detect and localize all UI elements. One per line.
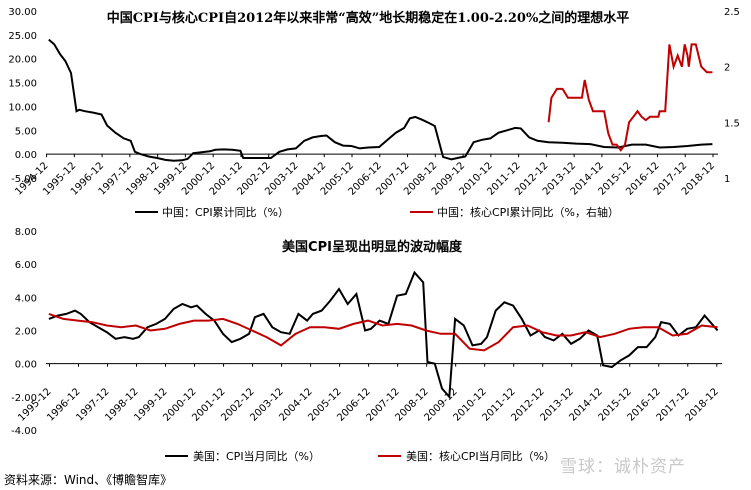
watermark: 雪球：诚朴资产 bbox=[560, 457, 686, 477]
y-right-tick-label: 1 bbox=[724, 174, 730, 185]
y-left-tick-labels: -5.00 0.00 5.00 10.00 15.00 20.00 25.00 30.00 bbox=[8, 7, 37, 185]
legend-label-china-cpi: 中国：CPI累计同比（%） bbox=[162, 206, 289, 219]
y-left-tick-label: 6.00 bbox=[15, 260, 37, 271]
legend: 中国：CPI累计同比（%） 中国：核心CPI累计同比（%，右轴） bbox=[135, 205, 619, 219]
y-left-tick-label: 25.00 bbox=[8, 31, 37, 42]
y-left-tick-labels: -4.00 -2.00 0.00 2.00 4.00 6.00 8.00 bbox=[11, 227, 37, 437]
y-left-tick-label: 15.00 bbox=[8, 79, 37, 90]
legend-label-us-core-cpi: 美国：核心CPI当月同比（%） bbox=[406, 449, 555, 463]
y-left-tick-label: 30.00 bbox=[8, 7, 37, 18]
legend-label-us-cpi: 美国：CPI当月同比（%） bbox=[193, 449, 320, 463]
y-right-tick-labels: 1 1.5 2 2.5 bbox=[724, 7, 740, 185]
y-left-tick-label: -5.00 bbox=[11, 174, 37, 185]
y-right-tick-label: 2.5 bbox=[724, 7, 740, 18]
y-left-tick-label: -2.00 bbox=[11, 393, 37, 404]
chart-title: 美国CPI呈现出明显的波动幅度 bbox=[282, 239, 463, 255]
y-left-tick-label: 5.00 bbox=[15, 126, 37, 137]
y-left-tick-label: 0.00 bbox=[15, 360, 37, 371]
legend: 美国：CPI当月同比（%） 美国：核心CPI当月同比（%） bbox=[165, 449, 555, 463]
series-line-china-core-cpi bbox=[547, 43, 713, 152]
y-left-tick-label: -4.00 bbox=[11, 426, 37, 437]
y-left-tick-label: 20.00 bbox=[8, 55, 37, 66]
series-line-us-core-cpi bbox=[48, 312, 718, 352]
y-left-tick-label: 2.00 bbox=[15, 327, 37, 338]
chart-title: 中国CPI与核心CPI自2012年以来非常“高效”地长期稳定在1.00-2.20… bbox=[107, 10, 630, 26]
y-left-tick-label: 10.00 bbox=[8, 102, 37, 113]
series-line-china-cpi bbox=[48, 38, 713, 162]
y-left-tick-label: 0.00 bbox=[15, 150, 37, 161]
y-left-tick-label: 8.00 bbox=[15, 227, 37, 238]
y-right-tick-label: 2 bbox=[724, 63, 730, 74]
y-left-tick-label: 4.00 bbox=[15, 293, 37, 304]
y-right-tick-label: 1.5 bbox=[724, 118, 740, 129]
legend-label-china-core-cpi: 中国：核心CPI累计同比（%，右轴） bbox=[437, 205, 619, 219]
source-note: 资料来源：Wind、《博瞻智库》 bbox=[4, 473, 173, 487]
